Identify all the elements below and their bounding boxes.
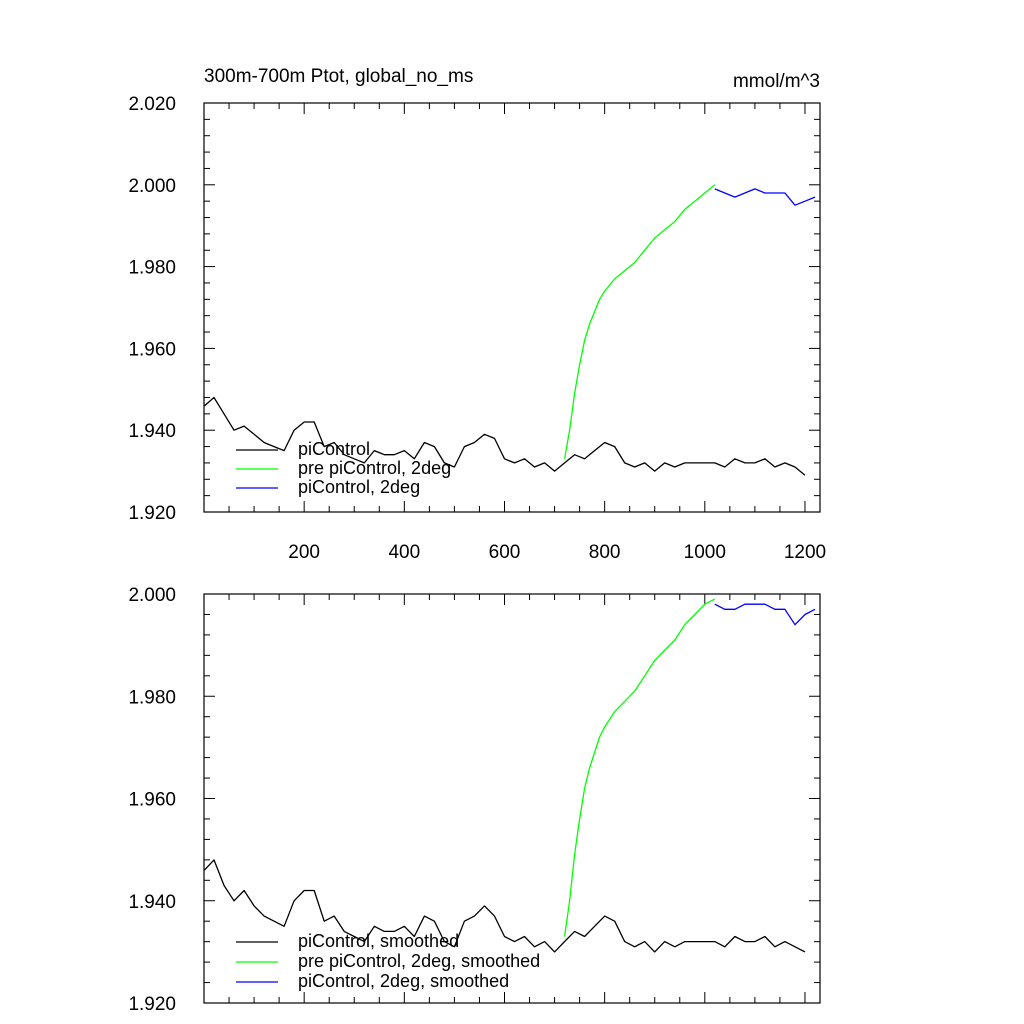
x-tick-label: 800 — [589, 542, 621, 563]
x-tick-label: 600 — [489, 542, 521, 563]
series-line-1 — [204, 859, 806, 953]
x-tick-label: 1200 — [784, 542, 826, 563]
y-tick-label: 1.980 — [128, 687, 176, 708]
legend-label: piControl — [298, 439, 370, 459]
y-tick-label: 1.980 — [128, 258, 176, 279]
bottom-panel: 1.920 1.940 1.960 1.980 2.000 piControl, smo… — [128, 585, 821, 1015]
plot-frame — [203, 593, 821, 1004]
top-axes: 200 400 600 800 1000 1200 1.920 1.940 1.960 1.980… — [128, 94, 826, 563]
y-tick-label: 2.020 — [128, 94, 176, 115]
y-tick-label: 1.920 — [128, 503, 176, 524]
series-line-3 — [714, 603, 816, 626]
y-tick-label: 2.000 — [128, 585, 176, 606]
bottom-series — [204, 598, 816, 953]
legend-label: piControl, smoothed — [298, 931, 459, 951]
y-tick-label: 1.920 — [128, 994, 176, 1015]
y-tick-label: 1.940 — [128, 892, 176, 913]
x-tick-label: 1000 — [684, 542, 726, 563]
plot-frame — [203, 102, 821, 513]
legend-label: piControl, 2deg, smoothed — [298, 971, 509, 991]
y-tick-label: 1.940 — [128, 421, 176, 442]
units-label: mmol/m^3 — [733, 71, 820, 92]
chart-title: 300m-700m Ptot, global_no_ms — [204, 66, 473, 87]
top-panel: 300m-700m Ptot, global_no_ms mmol/m^3 20… — [128, 66, 826, 563]
legend-label: piControl, 2deg — [298, 477, 420, 497]
y-tick-label: 2.000 — [128, 176, 176, 197]
y-tick-label: 1.960 — [128, 790, 176, 811]
x-tick-label: 400 — [388, 542, 420, 563]
bottom-axes: 1.920 1.940 1.960 1.980 2.000 — [128, 585, 821, 1015]
x-tick-label: 200 — [288, 542, 320, 563]
series-line-3 — [714, 188, 816, 206]
series-line-2 — [563, 184, 716, 459]
series-line-2 — [563, 598, 716, 937]
y-tick-label: 1.960 — [128, 339, 176, 360]
legend-label: pre piControl, 2deg — [298, 458, 451, 478]
top-series — [204, 184, 816, 476]
series-line-1 — [204, 396, 806, 476]
legend-label: pre piControl, 2deg, smoothed — [298, 951, 540, 971]
